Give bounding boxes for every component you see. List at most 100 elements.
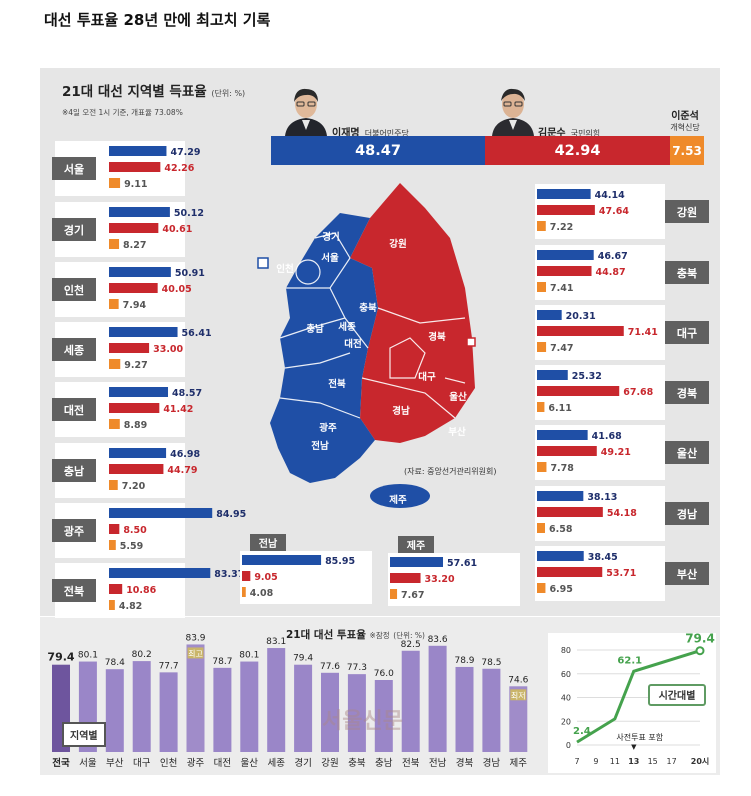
turnout-region-전북: 전북 xyxy=(402,758,420,769)
bar-대구-2 xyxy=(537,342,547,352)
bar-label-전남-1: 9.05 xyxy=(254,572,277,583)
region-card-경기: 50.12 40.61 8.27 경기 xyxy=(52,202,204,257)
region-label-전북: 전북 xyxy=(64,584,84,598)
turnout-region-부산: 부산 xyxy=(106,758,124,769)
bar-label-충북-2: 7.41 xyxy=(550,283,573,294)
region-card-충남: 46.98 44.79 7.20 충남 xyxy=(52,443,201,498)
bar-label-울산-1: 49.21 xyxy=(601,447,631,458)
region-card-전북: 83.37 10.86 4.82 전북 xyxy=(52,563,244,618)
region-label-전남: 전남 xyxy=(259,537,278,550)
turnout-bar-제주 xyxy=(509,686,528,752)
bar-label-경북-0: 25.32 xyxy=(572,371,602,382)
region-card-대전: 48.57 41.42 8.89 대전 xyxy=(52,382,202,437)
bar-label-경기-1: 40.61 xyxy=(162,224,192,235)
bar-label-충남-1: 44.79 xyxy=(167,465,197,476)
bar-label-대구-0: 20.31 xyxy=(566,311,596,322)
bar-세종-2 xyxy=(109,359,121,369)
turnout-bar-울산 xyxy=(240,661,259,752)
timeline-ytick-60: 60 xyxy=(561,670,571,679)
region-card-충북: 46.67 44.87 7.41 충북 xyxy=(535,245,709,300)
region-label-대전: 대전 xyxy=(64,403,84,417)
turnout-region-충남: 충남 xyxy=(375,758,393,769)
map-label-광주: 광주 xyxy=(319,423,337,434)
bar-label-강원-1: 47.64 xyxy=(599,206,629,217)
map-label-대전: 대전 xyxy=(344,339,362,350)
bar-충북-0 xyxy=(537,250,594,260)
turnout-region-경기: 경기 xyxy=(294,757,311,769)
region-card-강원: 44.14 47.64 7.22 강원 xyxy=(535,184,709,239)
timeline-label-end: 79.4 xyxy=(685,632,715,646)
turnout-value-세종: 83.1 xyxy=(266,637,286,647)
bar-경기-2 xyxy=(109,239,120,249)
timeline-legend: 시간대별 xyxy=(659,689,696,702)
turnout-bar-인천 xyxy=(159,672,178,752)
region-label-광주: 광주 xyxy=(64,525,84,538)
region-card-세종: 56.41 33.00 9.27 세종 xyxy=(52,322,212,377)
region-card-서울: 47.29 42.26 9.11 서울 xyxy=(52,141,201,196)
bar-label-인천-2: 7.94 xyxy=(123,300,147,311)
turnout-bar-대구 xyxy=(132,661,151,752)
map-label-충북: 충북 xyxy=(359,303,377,314)
bar-경남-0 xyxy=(537,491,584,501)
bar-부산-1 xyxy=(537,567,603,577)
candidate-lee-label: 이재명 더불어민주당 xyxy=(332,128,409,139)
bar-대전-1 xyxy=(109,403,160,413)
map-red-area xyxy=(350,183,475,443)
turnout-region-서울: 서울 xyxy=(79,758,97,769)
bar-제주-2 xyxy=(390,589,398,599)
turnout-region-대구: 대구 xyxy=(133,758,151,769)
turnout-region-인천: 인천 xyxy=(160,758,177,769)
bar-울산-1 xyxy=(537,446,597,456)
region-card-대구: 20.31 71.41 7.47 대구 xyxy=(535,305,709,360)
turnout-region-전국: 전국 xyxy=(52,757,70,769)
bar-label-충북-0: 46.67 xyxy=(598,251,628,262)
timeline-label-start: 2.4 xyxy=(573,726,591,737)
bar-서울-1 xyxy=(109,162,161,172)
region-label-인천: 인천 xyxy=(64,283,84,297)
region-label-서울: 서울 xyxy=(64,162,84,176)
bar-인천-2 xyxy=(109,299,119,309)
korea-map xyxy=(257,183,476,508)
region-label-충북: 충북 xyxy=(677,266,697,280)
region-card-인천: 50.91 40.05 7.94 인천 xyxy=(52,262,205,317)
region-card-경남: 38.13 54.18 6.58 경남 xyxy=(535,486,709,541)
timeline-xtick-7: 7 xyxy=(574,757,579,766)
turnout-value-대전: 78.7 xyxy=(212,657,232,667)
timeline-xtick-11: 11 xyxy=(610,757,620,766)
map-label-서울: 서울 xyxy=(321,253,339,264)
bar-충남-1 xyxy=(109,464,164,474)
region-card-부산: 38.45 53.71 6.95 부산 xyxy=(535,546,709,601)
region-card-경북: 25.32 67.68 6.11 경북 xyxy=(535,365,709,420)
high-label: 최고 xyxy=(188,648,203,658)
region-card-광주: 84.95 8.50 5.59 광주 xyxy=(52,503,246,558)
turnout-bar-부산 xyxy=(105,669,124,752)
map-label-경기: 경기 xyxy=(322,232,340,243)
map-label-세종: 세종 xyxy=(338,322,356,333)
turnout-region-울산: 울산 xyxy=(241,758,259,769)
turnout-title: 21대 대선 투표율 ※잠정 (단위: %) xyxy=(286,629,425,641)
timeline-annotation: 사전투표 포함 xyxy=(616,732,663,742)
overall-kim-bar: 42.94 xyxy=(485,136,670,165)
turnout-value-제주: 74.6 xyxy=(508,675,528,685)
bar-대구-1 xyxy=(537,326,624,336)
bar-label-제주-2: 7.67 xyxy=(401,590,424,601)
map-label-경남: 경남 xyxy=(392,406,410,417)
bar-강원-0 xyxy=(537,189,591,199)
bar-전북-0 xyxy=(109,568,211,578)
region-label-충남: 충남 xyxy=(64,464,84,478)
timeline-label-13: 62.1 xyxy=(617,655,642,666)
candidate-kim-label: 김문수 국민의힘 xyxy=(538,128,601,139)
turnout-region-충북: 충북 xyxy=(348,758,366,769)
timeline-xtick-13: 13 xyxy=(628,757,639,766)
map-label-제주: 제주 xyxy=(389,495,407,506)
timeline-ytick-40: 40 xyxy=(561,694,571,703)
bar-label-경남-1: 54.18 xyxy=(607,508,637,519)
bar-label-부산-1: 53.71 xyxy=(606,568,636,579)
headline: 대선 투표율 28년 만에 최고치 기록 xyxy=(44,11,271,29)
bar-label-서울-2: 9.11 xyxy=(124,179,147,190)
turnout-region-전남: 전남 xyxy=(429,758,447,769)
bar-label-경남-2: 6.58 xyxy=(549,524,573,535)
map-label-충남: 충남 xyxy=(306,324,324,335)
